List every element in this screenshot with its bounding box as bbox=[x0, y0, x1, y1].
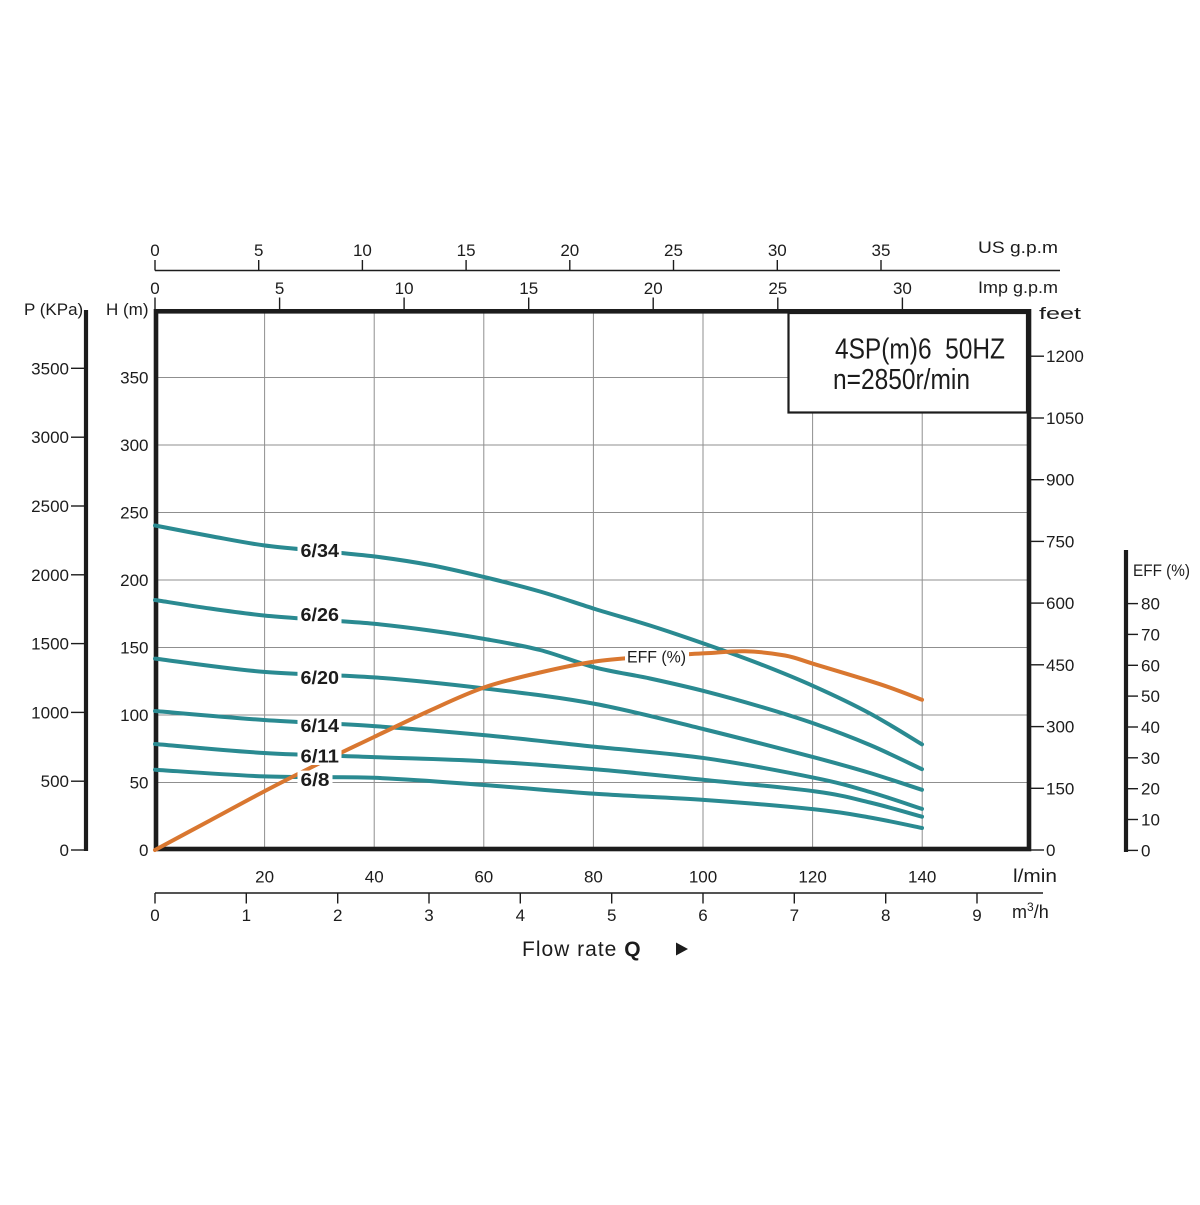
svg-text:200: 200 bbox=[120, 571, 148, 590]
svg-text:80: 80 bbox=[1141, 595, 1160, 614]
svg-text:5: 5 bbox=[254, 241, 263, 260]
svg-text:3500: 3500 bbox=[31, 359, 69, 378]
svg-text:15: 15 bbox=[457, 241, 476, 260]
svg-text:EFF (%): EFF (%) bbox=[1133, 562, 1190, 580]
svg-text:6: 6 bbox=[698, 906, 707, 925]
svg-text:0: 0 bbox=[1141, 841, 1150, 860]
svg-text:6/8: 6/8 bbox=[301, 769, 330, 790]
svg-text:4SP(m)6 50HZ: 4SP(m)6 50HZ bbox=[835, 334, 1005, 366]
svg-text:0: 0 bbox=[139, 841, 148, 860]
svg-text:1200: 1200 bbox=[1046, 347, 1084, 366]
svg-text:500: 500 bbox=[41, 772, 69, 791]
svg-text:6/20: 6/20 bbox=[301, 667, 340, 688]
svg-text:20: 20 bbox=[644, 279, 663, 298]
svg-text:300: 300 bbox=[1046, 718, 1074, 737]
svg-text:25: 25 bbox=[768, 279, 787, 298]
svg-text:50: 50 bbox=[1141, 687, 1160, 706]
svg-text:8: 8 bbox=[881, 906, 890, 925]
svg-text:3: 3 bbox=[424, 906, 433, 925]
svg-text:80: 80 bbox=[584, 868, 603, 887]
svg-text:100: 100 bbox=[120, 706, 148, 725]
svg-text:H (m): H (m) bbox=[106, 300, 148, 319]
svg-text:120: 120 bbox=[798, 868, 826, 887]
svg-text:140: 140 bbox=[908, 868, 936, 887]
svg-text:7: 7 bbox=[790, 906, 799, 925]
svg-text:150: 150 bbox=[120, 639, 148, 658]
svg-text:m3/h: m3/h bbox=[1012, 900, 1049, 922]
svg-text:60: 60 bbox=[474, 868, 493, 887]
svg-text:US g.p.m: US g.p.m bbox=[978, 238, 1058, 257]
svg-text:40: 40 bbox=[1141, 718, 1160, 737]
svg-text:0: 0 bbox=[150, 279, 159, 298]
svg-text:feet: feet bbox=[1039, 304, 1081, 323]
svg-text:Flow rate Q: Flow rate Q bbox=[522, 938, 642, 961]
svg-text:5: 5 bbox=[607, 906, 616, 925]
svg-text:20: 20 bbox=[255, 868, 274, 887]
svg-text:150: 150 bbox=[1046, 779, 1074, 798]
svg-text:6/11: 6/11 bbox=[301, 746, 340, 767]
svg-text:300: 300 bbox=[120, 436, 148, 455]
svg-text:Imp g.p.m: Imp g.p.m bbox=[978, 278, 1058, 297]
svg-text:EFF (%): EFF (%) bbox=[627, 649, 686, 667]
svg-text:40: 40 bbox=[365, 868, 384, 887]
svg-text:2000: 2000 bbox=[31, 566, 69, 585]
svg-text:35: 35 bbox=[872, 241, 891, 260]
svg-text:0: 0 bbox=[150, 241, 159, 260]
svg-text:20: 20 bbox=[560, 241, 579, 260]
svg-text:n=2850r/min: n=2850r/min bbox=[833, 364, 970, 396]
svg-text:2: 2 bbox=[333, 906, 342, 925]
svg-text:100: 100 bbox=[689, 868, 717, 887]
svg-text:450: 450 bbox=[1046, 656, 1074, 675]
svg-text:0: 0 bbox=[1046, 841, 1055, 860]
svg-text:30: 30 bbox=[768, 241, 787, 260]
svg-text:6/34: 6/34 bbox=[301, 540, 340, 561]
svg-text:20: 20 bbox=[1141, 780, 1160, 799]
svg-text:10: 10 bbox=[395, 279, 414, 298]
svg-text:6/14: 6/14 bbox=[301, 715, 340, 736]
svg-text:900: 900 bbox=[1046, 471, 1074, 490]
svg-text:50: 50 bbox=[130, 774, 149, 793]
svg-text:70: 70 bbox=[1141, 625, 1160, 644]
svg-text:600: 600 bbox=[1046, 594, 1074, 613]
svg-text:15: 15 bbox=[519, 279, 538, 298]
svg-text:350: 350 bbox=[120, 369, 148, 388]
svg-text:6/26: 6/26 bbox=[301, 604, 340, 625]
svg-text:1050: 1050 bbox=[1046, 409, 1084, 428]
svg-text:25: 25 bbox=[664, 241, 683, 260]
svg-text:1: 1 bbox=[242, 906, 251, 925]
svg-text:5: 5 bbox=[275, 279, 284, 298]
svg-text:3000: 3000 bbox=[31, 428, 69, 447]
svg-text:30: 30 bbox=[893, 279, 912, 298]
svg-text:60: 60 bbox=[1141, 656, 1160, 675]
svg-text:0: 0 bbox=[150, 906, 159, 925]
svg-text:250: 250 bbox=[120, 504, 148, 523]
svg-text:750: 750 bbox=[1046, 532, 1074, 551]
svg-text:1500: 1500 bbox=[31, 635, 69, 654]
svg-text:4: 4 bbox=[516, 906, 525, 925]
svg-text:2500: 2500 bbox=[31, 497, 69, 516]
svg-text:10: 10 bbox=[353, 241, 372, 260]
svg-text:0: 0 bbox=[60, 841, 69, 860]
svg-text:10: 10 bbox=[1141, 811, 1160, 830]
svg-text:9: 9 bbox=[972, 906, 981, 925]
svg-text:l/min: l/min bbox=[1013, 866, 1057, 886]
svg-text:30: 30 bbox=[1141, 749, 1160, 768]
svg-text:P (KPa): P (KPa) bbox=[24, 300, 83, 319]
svg-text:1000: 1000 bbox=[31, 703, 69, 722]
